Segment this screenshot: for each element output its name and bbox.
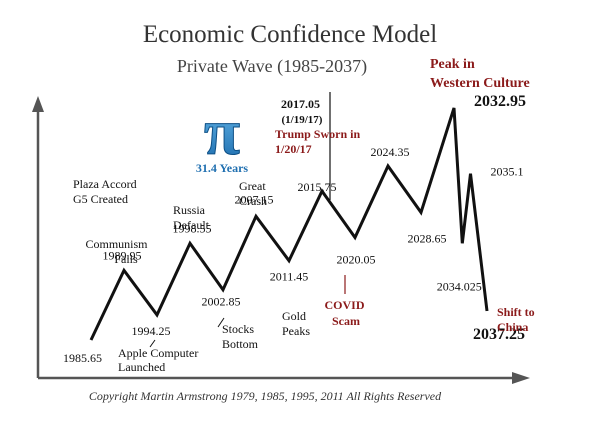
point-label-2002-85: 2002.85 [202, 295, 241, 309]
point-label-1989-95: 1989.95 [103, 248, 142, 262]
point-label-2020-05: 2020.05 [337, 253, 376, 267]
x-axis-arrow [512, 372, 530, 384]
point-label-1998-55: 1998.55 [173, 221, 212, 235]
annotation-trump-sworn-in: Trump Sworn in 1/20/17 [275, 127, 363, 156]
stocks-pointer [217, 317, 225, 328]
y-axis-arrow [32, 96, 44, 112]
annotation-communism-falls: Communism Falls [85, 237, 150, 266]
wave-line [89, 107, 489, 341]
point-label-2037-25: 2037.25 [473, 326, 525, 343]
point-label-2015-75: 2015.75 [298, 180, 337, 194]
point-label-1985-65: 1985.65 [63, 351, 102, 365]
point-label-2007-15: 2007.15 [235, 192, 274, 206]
annotation-stocks-bottom: Stocks Bottom [222, 322, 259, 351]
point-label-2011-45: 2011.45 [270, 270, 309, 284]
copyright-note: Copyright Martin Armstrong 1979, 1985, 1… [89, 389, 442, 403]
annotation-great-crash: Great Crash [239, 179, 269, 208]
annotation-covid: COVID Scam [324, 298, 367, 328]
point-label-2035-1: 2035.1 [491, 165, 524, 179]
annotation-russia-default: Russia Default [173, 203, 210, 232]
point-label-2024-35: 2024.35 [371, 145, 410, 159]
annotation-gold-peaks: Gold Peaks [282, 309, 310, 338]
annotation-shift-to-china: Shift to China [497, 305, 538, 334]
annotation-peak-western-culture: Peak in Western Culture [430, 57, 530, 91]
chart-title: Economic Confidence Model [143, 21, 437, 48]
pi-icon: π [204, 96, 240, 169]
point-label-2034-025: 2034.025 [437, 279, 482, 293]
apple-pointer [149, 339, 156, 348]
point-label-2028-65: 2028.65 [408, 231, 447, 245]
annotation-plaza-accord: Plaza Accord G5 Created [73, 177, 140, 206]
annotation-apple-launched: Apple Computer Launched [118, 346, 201, 374]
point-label-1994-25: 1994.25 [132, 324, 171, 338]
point-label-2032-95: 2032.95 [474, 93, 526, 110]
pi-caption: 31.4 Years [196, 161, 249, 175]
annotation-trump-date: 2017.05 (1/19/17) [281, 97, 323, 126]
chart-subtitle: Private Wave (1985-2037) [177, 56, 367, 77]
